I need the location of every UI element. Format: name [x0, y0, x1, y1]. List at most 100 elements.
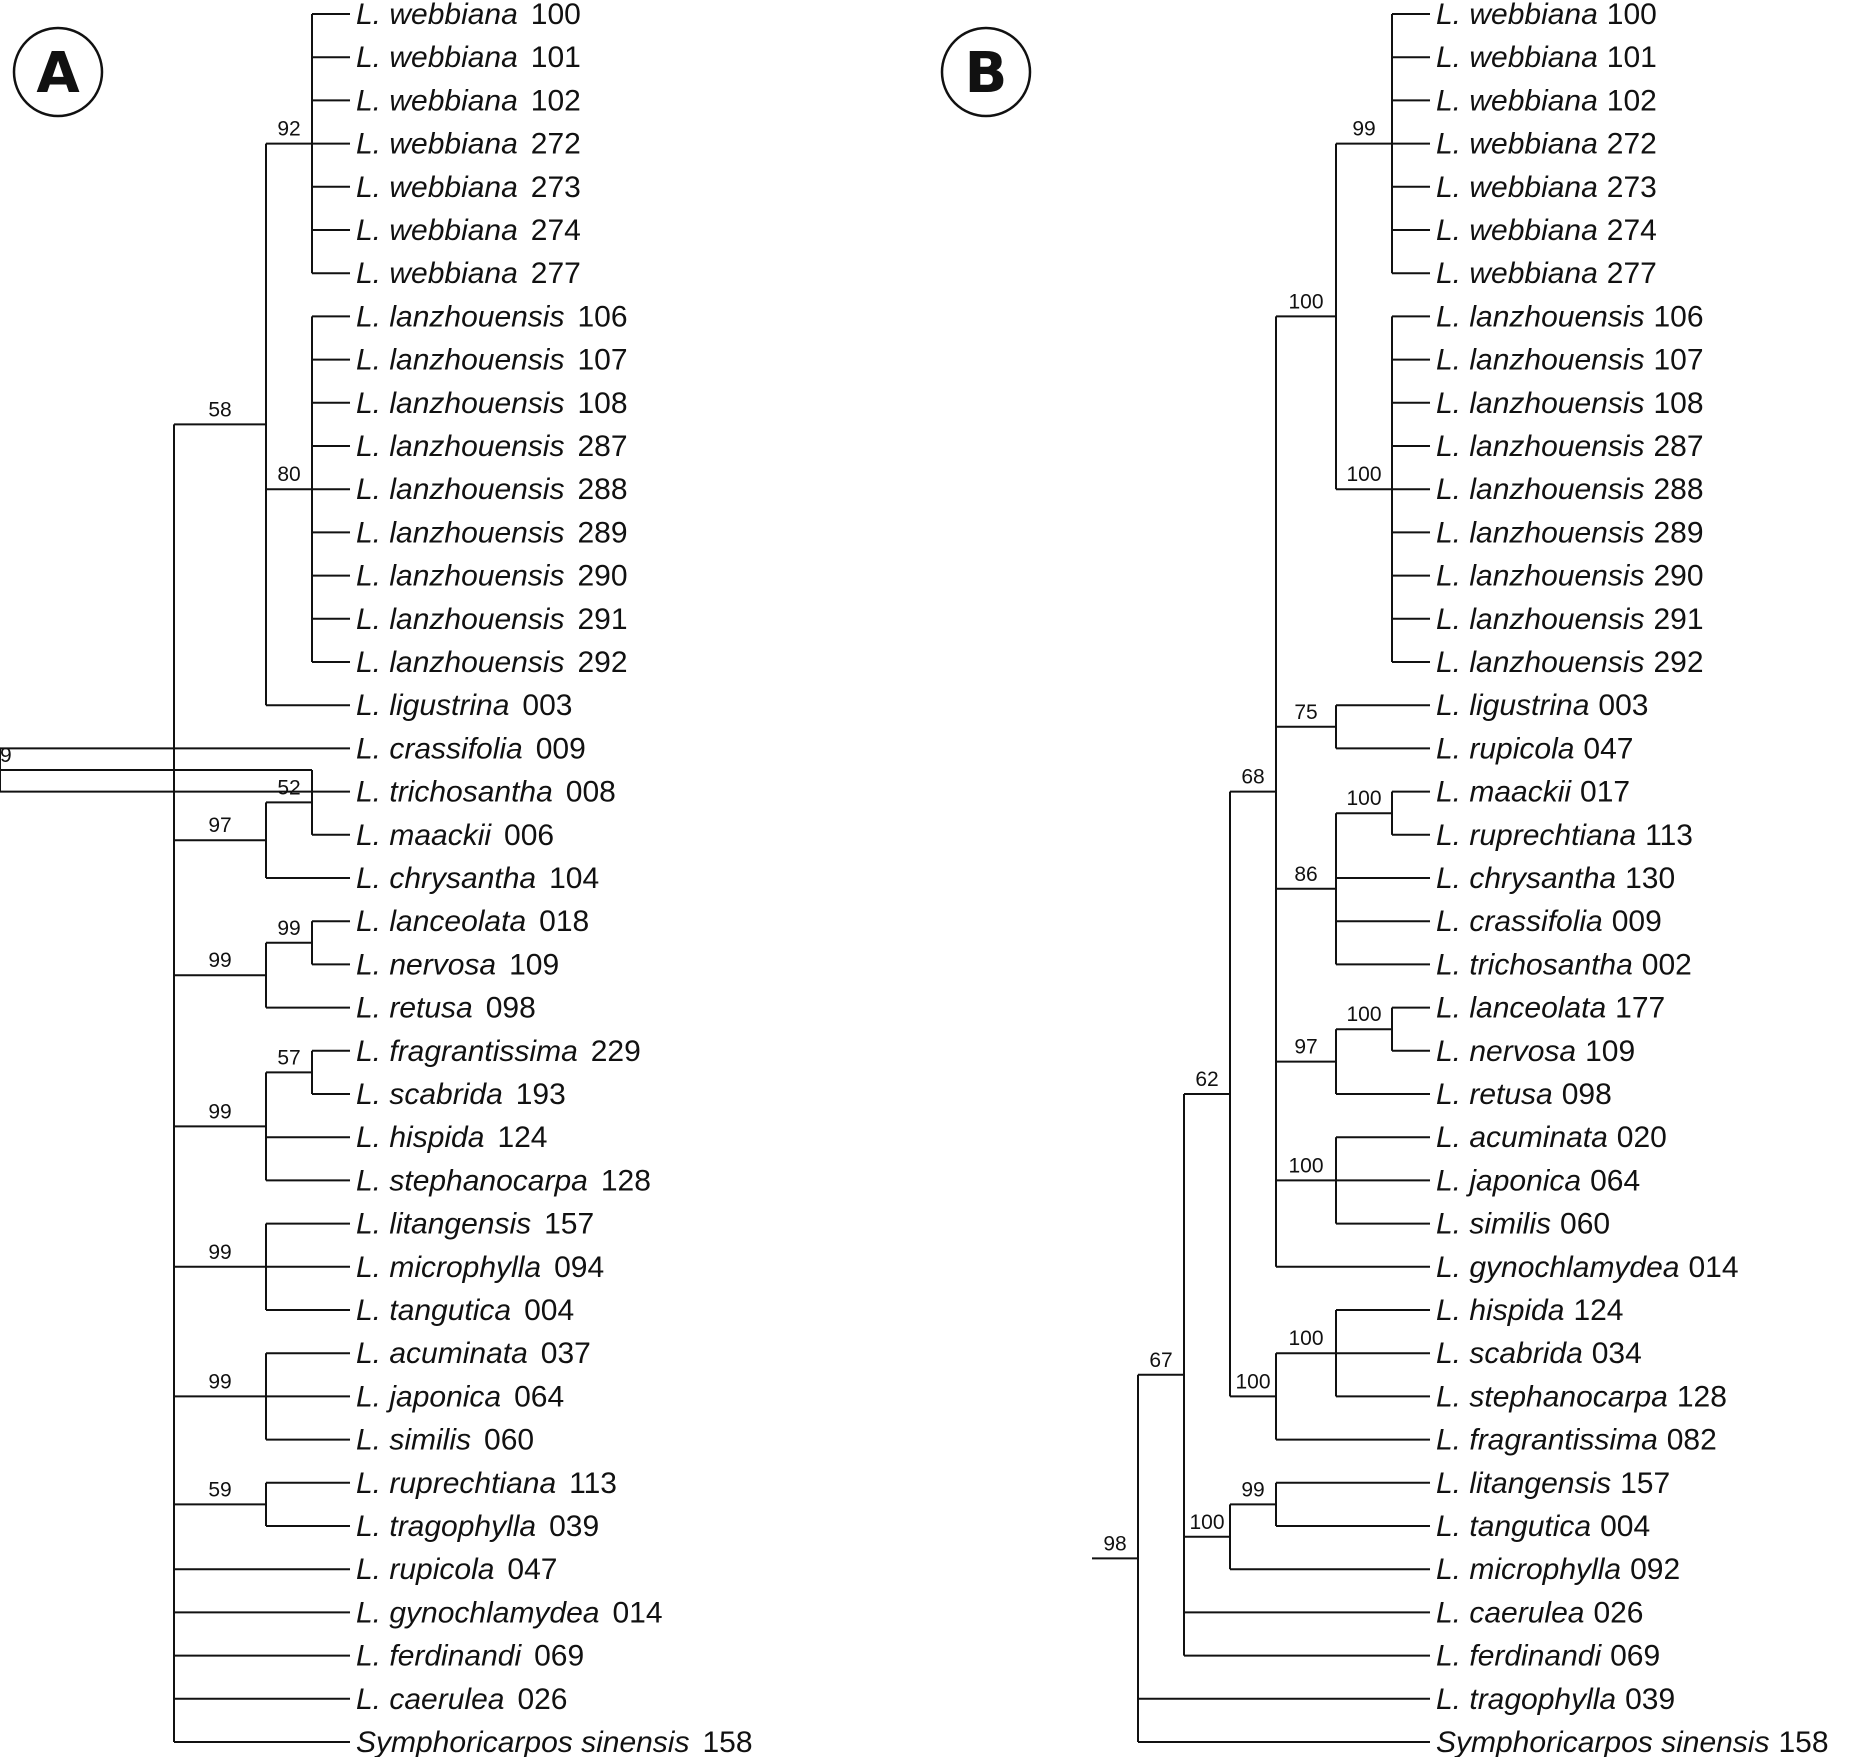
taxon-name: L. ruprechtiana [1436, 819, 1636, 852]
sample-number: 008 [566, 776, 616, 809]
taxon-label: L. lanzhouensis 290 [356, 560, 628, 593]
taxon-name: L. acuminata [356, 1337, 528, 1370]
taxon-label: L. retusa 098 [356, 992, 536, 1025]
sample-number: 003 [1598, 689, 1648, 722]
taxon-label: L. maackii 017 [1436, 776, 1630, 809]
taxon-label: L. webbiana 273 [356, 171, 581, 204]
taxon-label: L. hispida 124 [1436, 1294, 1624, 1327]
taxon-label: L. lanzhouensis 107 [1436, 344, 1704, 377]
taxon-name: L. japonica [1436, 1164, 1581, 1197]
bootstrap-support-value: 68 [1241, 766, 1264, 789]
taxon-name: L. lanzhouensis [356, 646, 564, 679]
taxon-name: L. microphylla [1436, 1553, 1621, 1586]
bootstrap-support-value: 99 [208, 1370, 231, 1393]
taxon-name: L. webbiana [1436, 128, 1598, 161]
sample-number: 060 [1560, 1208, 1610, 1241]
taxon-name: L. chrysantha [356, 862, 536, 895]
taxon-label: L. lanzhouensis 288 [356, 473, 628, 506]
taxon-name: L. stephanocarpa [1436, 1380, 1668, 1413]
taxon-name: L. webbiana [356, 128, 518, 161]
sample-number: 106 [1653, 300, 1703, 333]
taxon-label: L. lanzhouensis 291 [356, 603, 628, 636]
sample-number: 037 [541, 1337, 591, 1370]
sample-number: 002 [1642, 948, 1692, 981]
bootstrap-support-value: 99 [1352, 118, 1375, 141]
taxon-label: L. tangutica 004 [356, 1294, 574, 1327]
taxon-label: L. microphylla 094 [356, 1251, 604, 1284]
taxon-name: L. fragrantissima [356, 1035, 578, 1068]
taxon-name: L. stephanocarpa [356, 1164, 588, 1197]
taxon-name: L. ligustrina [356, 689, 509, 722]
taxon-name: L. rupicola [356, 1553, 494, 1586]
taxon-label: L. rupicola 047 [356, 1553, 557, 1586]
taxon-name: L. litangensis [1436, 1467, 1611, 1500]
taxon-label: L. webbiana 277 [356, 257, 581, 290]
taxon-name: L. lanzhouensis [1436, 473, 1644, 506]
sample-number: 130 [1625, 862, 1675, 895]
sample-number: 039 [549, 1510, 599, 1543]
taxon-label: L. webbiana 102 [356, 84, 581, 117]
panel-label: A [36, 41, 80, 106]
taxon-label: L. chrysantha 130 [1436, 862, 1675, 895]
sample-number: 124 [1573, 1294, 1623, 1327]
taxon-name: L. litangensis [356, 1208, 531, 1241]
taxon-label: L. lanzhouensis 288 [1436, 473, 1704, 506]
bootstrap-support-value: 99 [277, 917, 300, 940]
taxon-label: L. trichosantha 002 [1436, 948, 1692, 981]
bootstrap-support-value: 100 [1346, 1003, 1381, 1026]
taxon-name: L. webbiana [356, 171, 518, 204]
taxon-name: L. similis [1436, 1208, 1551, 1241]
sample-number: 113 [569, 1467, 617, 1500]
sample-number: 113 [1645, 819, 1693, 852]
sample-number: 277 [1607, 257, 1657, 290]
taxon-name: L. webbiana [1436, 0, 1598, 31]
taxon-label: L. lanzhouensis 106 [1436, 300, 1704, 333]
taxon-label: Symphoricarpos sinensis 158 [1436, 1726, 1829, 1757]
sample-number: 100 [531, 0, 581, 31]
bootstrap-support-value: 59 [208, 1478, 231, 1501]
bootstrap-support-value: 75 [1294, 701, 1317, 724]
taxon-label: L. microphylla 092 [1436, 1553, 1680, 1586]
taxon-name: L. webbiana [1436, 84, 1598, 117]
taxon-name: L. trichosantha [1436, 948, 1633, 981]
taxon-name: L. gynochlamydea [356, 1596, 600, 1629]
taxon-label: L. japonica 064 [1436, 1164, 1640, 1197]
taxon-label: L. rupicola 047 [1436, 732, 1633, 765]
taxon-name: L. lanzhouensis [1436, 300, 1644, 333]
taxon-label: L. fragrantissima 229 [356, 1035, 641, 1068]
taxon-label: L. lanzhouensis 107 [356, 344, 628, 377]
taxon-name: L. lanzhouensis [1436, 516, 1644, 549]
taxon-name: L. lanzhouensis [356, 300, 564, 333]
sample-number: 109 [509, 948, 559, 981]
taxon-name: L. lanzhouensis [1436, 560, 1644, 593]
sample-number: 107 [1653, 344, 1703, 377]
taxon-label: L. nervosa 109 [356, 948, 559, 981]
taxon-name: L. crassifolia [1436, 905, 1603, 938]
bootstrap-support-value: 97 [1294, 1036, 1317, 1059]
taxon-name: L. retusa [356, 992, 473, 1025]
taxon-label: L. scabrida 034 [1436, 1337, 1642, 1370]
taxon-name: L. acuminata [1436, 1121, 1608, 1154]
sample-number: 026 [517, 1683, 567, 1716]
bootstrap-support-value: 98 [1103, 1532, 1126, 1555]
taxon-name: L. tragophylla [356, 1510, 536, 1543]
bootstrap-support-value: 100 [1288, 290, 1323, 313]
taxon-name: L. ligustrina [1436, 689, 1589, 722]
taxon-name: L. lanzhouensis [1436, 387, 1644, 420]
taxon-name: L. nervosa [1436, 1035, 1576, 1068]
taxon-label: L. lanzhouensis 287 [1436, 430, 1704, 463]
taxon-label: L. gynochlamydea 014 [1436, 1251, 1739, 1284]
sample-number: 064 [1590, 1164, 1640, 1197]
sample-number: 039 [1625, 1683, 1675, 1716]
sample-number: 291 [577, 603, 627, 636]
sample-number: 108 [577, 387, 627, 420]
taxon-name: Symphoricarpos sinensis [356, 1726, 689, 1757]
taxon-label: L. ferdinandi 069 [1436, 1640, 1660, 1673]
taxon-name: L. lanzhouensis [356, 387, 564, 420]
bootstrap-support-value: 52 [277, 776, 300, 799]
sample-number: 101 [531, 41, 581, 74]
taxon-name: L. rupicola [1436, 732, 1574, 765]
taxon-name: L. lanceolata [1436, 992, 1606, 1025]
taxon-label: L. ruprechtiana 113 [356, 1467, 617, 1500]
taxon-label: L. tangutica 004 [1436, 1510, 1650, 1543]
